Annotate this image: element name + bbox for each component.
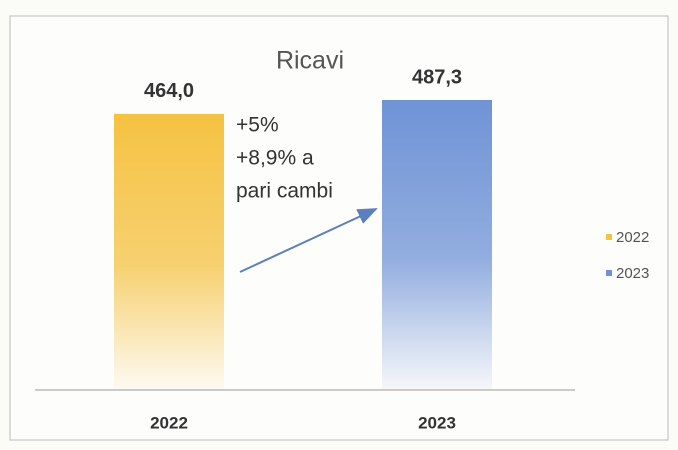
annotation: pari cambi (236, 180, 333, 203)
annotation: +8,9% a (236, 147, 314, 170)
legend-label: 2022 (616, 229, 649, 246)
chart-frame (9, 15, 669, 441)
value-label: 464,0 (144, 80, 194, 102)
arrow (239, 208, 378, 273)
x-tick-label: 2023 (418, 413, 456, 432)
annotation: +5% (236, 114, 279, 137)
legend-swatch (606, 270, 612, 276)
legend-label: 2023 (616, 265, 649, 282)
bar (114, 113, 224, 390)
chart-title: Ricavi (276, 47, 344, 75)
legend-swatch (606, 234, 612, 240)
value-label: 487,3 (412, 66, 462, 88)
x-tick-label: 2022 (150, 413, 188, 432)
bar (382, 100, 492, 390)
